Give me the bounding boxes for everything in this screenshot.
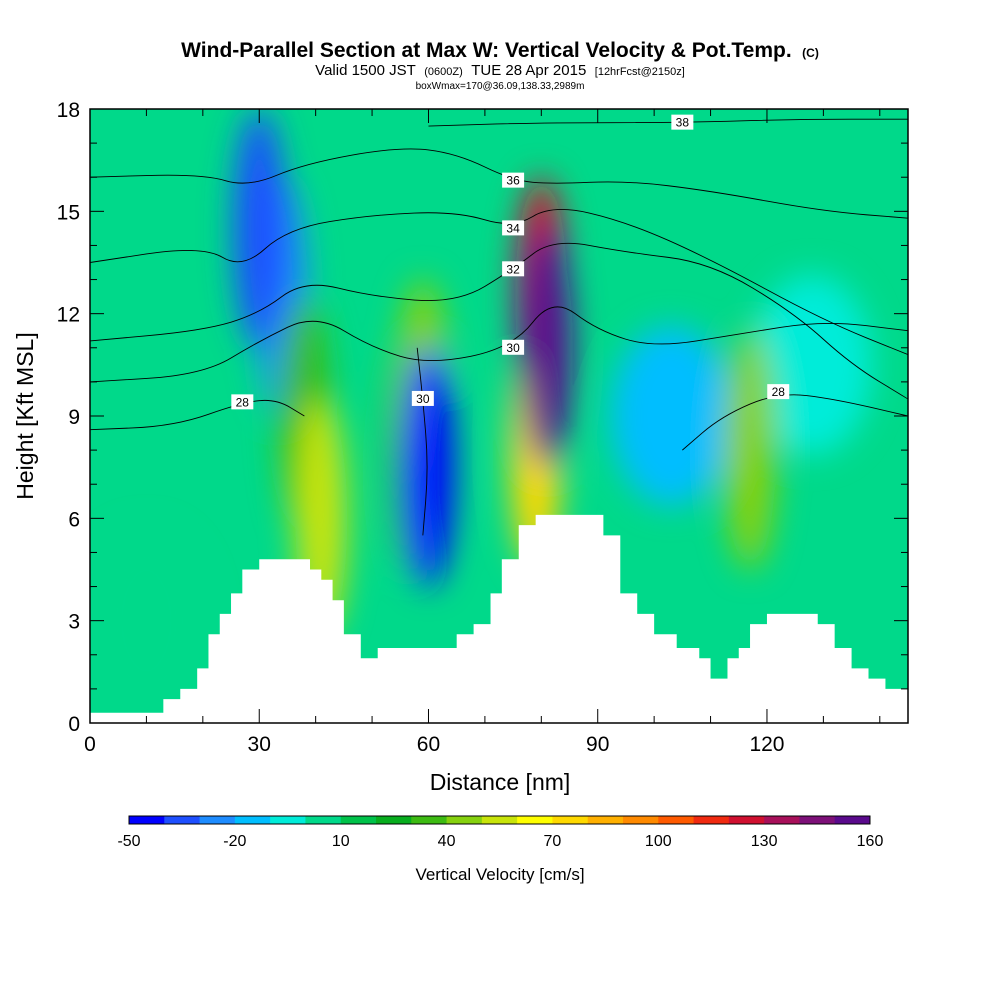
colorbar-swatch-16	[693, 816, 730, 824]
theta-contour-6	[90, 148, 908, 219]
colorbar-tick-0: -50	[117, 833, 140, 850]
colorbar-tick-3: 40	[438, 833, 456, 850]
velocity-cell-8	[724, 330, 777, 571]
svg-text:36: 36	[506, 174, 520, 188]
contour-label-5: 34	[502, 220, 525, 236]
x-tick-label-2: 60	[417, 733, 440, 756]
svg-text:28: 28	[772, 385, 786, 399]
svg-text:34: 34	[506, 221, 520, 235]
svg-text:38: 38	[676, 116, 690, 130]
velocity-cell-10	[402, 347, 455, 588]
contour-label-7: 38	[671, 114, 694, 130]
colorbar-swatch-1	[164, 816, 201, 824]
colorbar-swatch-7	[376, 816, 412, 824]
contour-label-6: 36	[502, 172, 525, 188]
chart-title-mark: (C)	[802, 46, 819, 60]
velocity-cell-13	[520, 227, 573, 468]
contour-label-1: 28	[767, 384, 790, 400]
colorbar-swatch-17	[728, 816, 765, 824]
y-axis-label: Height [Kft MSL]	[12, 332, 38, 499]
y-tick-label-5: 15	[57, 201, 80, 224]
colorbar: -50 -20 10 40 70 100 130 160	[117, 815, 884, 850]
colorbar-swatch-11	[517, 816, 553, 824]
contour-label-0: 28	[231, 394, 254, 410]
velocity-field	[90, 109, 873, 711]
contour-labels: 28 28 30 30 32 34 36 38	[231, 114, 790, 410]
colorbar-tick-7: 160	[857, 833, 884, 850]
velocity-cell-1	[752, 274, 873, 455]
y-tick-label-4: 12	[57, 304, 80, 327]
subtitle-valid: Valid 1500 JST	[315, 62, 416, 79]
x-tick-label-1: 30	[248, 733, 271, 756]
subtitle-forecast: [12hrFcst@2150z]	[595, 66, 685, 78]
theta-contour-5	[90, 209, 908, 356]
colorbar-swatch-18	[764, 816, 800, 824]
contour-label-2: 30	[502, 339, 525, 355]
colorbar-swatch-10	[481, 816, 518, 824]
colorbar-swatch-8	[411, 816, 448, 824]
x-tick-label-0: 0	[84, 733, 96, 756]
colorbar-swatch-15	[658, 816, 695, 824]
svg-text:30: 30	[416, 392, 430, 406]
colorbar-tick-1: -20	[223, 833, 246, 850]
colorbar-swatch-0	[129, 816, 165, 824]
velocity-cell-0	[90, 530, 207, 711]
terrain	[90, 514, 908, 723]
colorbar-swatch-2	[199, 816, 236, 824]
subtitle-utc: (0600Z)	[424, 66, 463, 78]
colorbar-swatch-14	[623, 816, 659, 824]
y-tick-label-0: 0	[68, 713, 80, 736]
y-tick-label-6: 18	[57, 99, 80, 122]
colorbar-swatch-4	[270, 816, 306, 824]
colorbar-tick-2: 10	[332, 833, 350, 850]
theta-contour-3	[416, 347, 428, 536]
contour-label-3: 30	[411, 390, 434, 406]
x-tick-label-3: 90	[586, 733, 609, 756]
velocity-cell-2	[611, 326, 732, 506]
colorbar-swatch-5	[305, 816, 342, 824]
x-axis-label: Distance [nm]	[430, 769, 571, 795]
x-tick-label-4: 120	[749, 733, 784, 756]
svg-text:28: 28	[236, 395, 250, 409]
colorbar-label: Vertical Velocity [cm/s]	[415, 865, 584, 884]
y-tick-label-2: 6	[68, 508, 80, 531]
chart-title-line: Wind-Parallel Section at Max W: Vertical…	[181, 39, 819, 62]
colorbar-swatch-9	[446, 816, 483, 824]
svg-text:30: 30	[506, 341, 520, 355]
subtitle-date: TUE 28 Apr 2015	[471, 62, 586, 79]
contour-label-4: 32	[502, 261, 525, 277]
colorbar-swatch-19	[799, 816, 836, 824]
colorbar-swatch-6	[340, 816, 377, 824]
svg-text:32: 32	[506, 262, 520, 276]
colorbar-swatch-3	[234, 816, 271, 824]
y-tick-label-1: 3	[68, 611, 80, 634]
colorbar-tick-5: 100	[645, 833, 672, 850]
plot-area	[90, 109, 908, 723]
chart-subtitle: Valid 1500 JST (0600Z) TUE 28 Apr 2015 […	[315, 62, 685, 79]
colorbar-tick-4: 70	[544, 833, 562, 850]
colorbar-swatch-20	[834, 816, 871, 824]
chart-title: Wind-Parallel Section at Max W: Vertical…	[181, 39, 792, 62]
colorbar-tick-6: 130	[751, 833, 778, 850]
y-tick-label-3: 9	[68, 406, 80, 429]
colorbar-swatch-12	[552, 816, 589, 824]
box-info: boxWmax=170@36.09,138.33,2989m	[416, 81, 585, 92]
velocity-cell-4	[233, 109, 286, 349]
colorbar-swatch-13	[587, 816, 624, 824]
